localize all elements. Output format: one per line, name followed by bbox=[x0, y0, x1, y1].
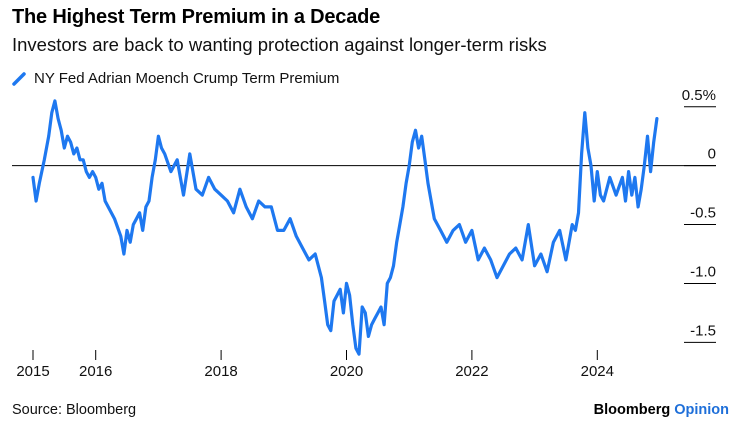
chart-title: The Highest Term Premium in a Decade bbox=[12, 6, 381, 28]
y-tick-label: 0 bbox=[708, 146, 716, 163]
chart-subtitle: Investors are back to wanting protection… bbox=[12, 34, 547, 55]
brand-accent: Opinion bbox=[674, 402, 729, 418]
x-tick-label: 2024 bbox=[581, 363, 614, 380]
y-axis: 0.5% 0 -0.5 -1.0 -1.5 bbox=[682, 87, 716, 343]
brand-logo: Bloomberg Opinion bbox=[594, 402, 729, 418]
legend-swatch-icon bbox=[12, 71, 26, 86]
x-tick-label: 2022 bbox=[455, 363, 488, 380]
x-tick-label: 2020 bbox=[330, 363, 363, 380]
legend: NY Fed Adrian Moench Crump Term Premium bbox=[12, 70, 339, 87]
y-tick-label: -1.0 bbox=[690, 263, 716, 280]
source-note: Source: Bloomberg bbox=[12, 402, 137, 418]
brand-main: Bloomberg bbox=[593, 402, 671, 418]
series-line-term-premium bbox=[31, 99, 659, 356]
x-tick-label: 2018 bbox=[204, 363, 237, 380]
x-tick-label: 2015 bbox=[16, 363, 49, 380]
y-tick-label: -1.5 bbox=[690, 322, 716, 339]
y-tick-label: 0.5% bbox=[682, 87, 716, 104]
x-axis: 2015 2016 2018 2020 2022 2024 bbox=[16, 350, 614, 380]
x-tick-label: 2016 bbox=[79, 363, 112, 380]
legend-label: NY Fed Adrian Moench Crump Term Premium bbox=[34, 70, 340, 87]
y-tick-label: -0.5 bbox=[690, 205, 716, 222]
